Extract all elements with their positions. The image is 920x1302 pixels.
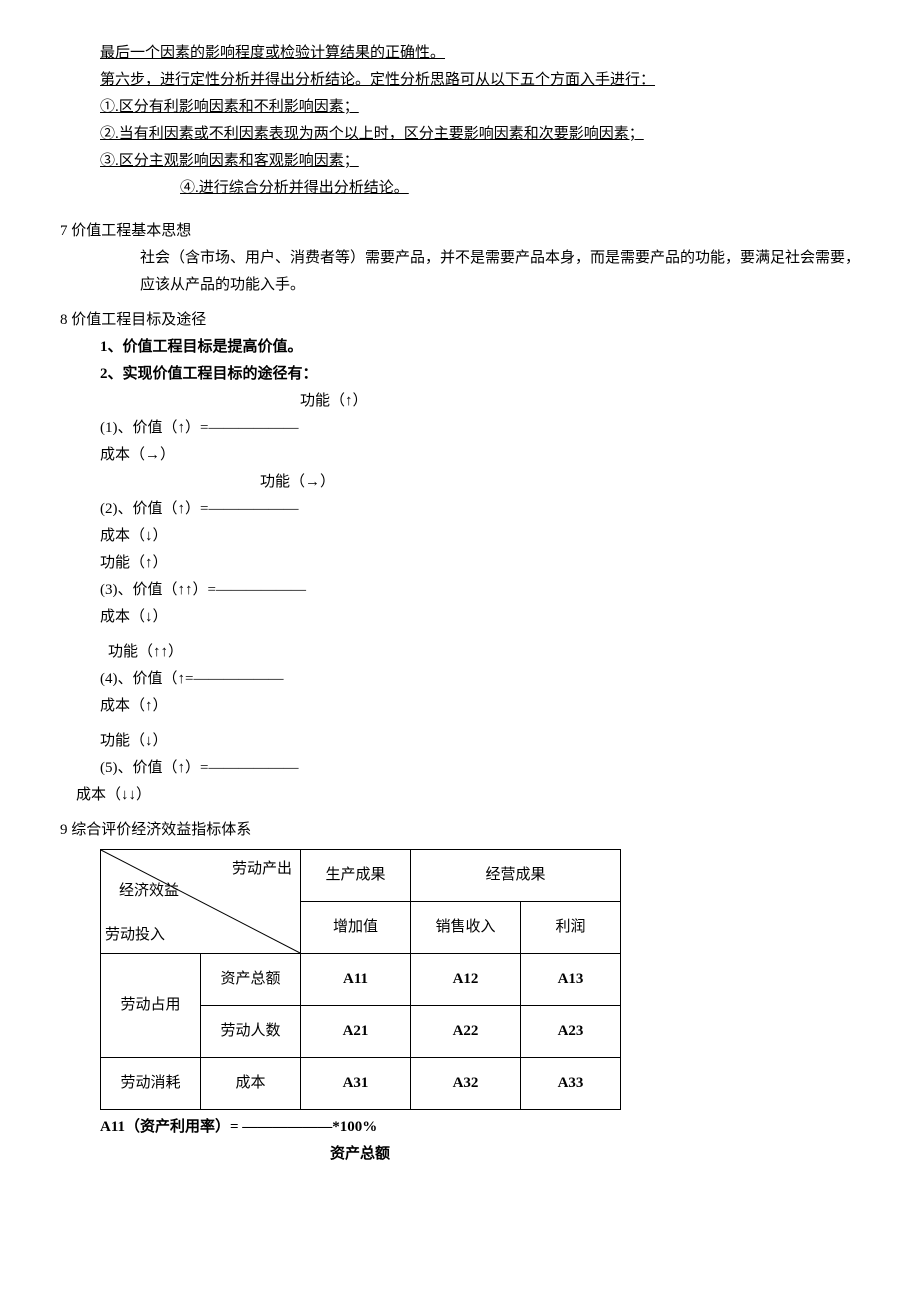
intro-line: ③.区分主观影响因素和客观影响因素；: [60, 148, 860, 175]
row-label: 劳动占用: [101, 954, 201, 1058]
section-7-body: 社会（含市场、用户、消费者等）需要产品，并不是需要产品本身，而是需要产品的功能，…: [60, 245, 860, 299]
sub-header: 增加值: [301, 902, 411, 954]
table-cell: A31: [301, 1058, 411, 1110]
table-cell: A23: [521, 1006, 621, 1058]
eq4-value: (4)、价值（↑=——————: [60, 666, 860, 693]
col-header: 生产成果: [301, 850, 411, 902]
intro-line: ②.当有利因素或不利因素表现为两个以上时，区分主要影响因素和次要影响因素；: [60, 121, 860, 148]
eq2-cost: 成本（↓）: [60, 523, 860, 550]
table-cell: A21: [301, 1006, 411, 1058]
table-cell: A13: [521, 954, 621, 1006]
eq2-value: (2)、价值（↑）=——————: [60, 496, 860, 523]
diag-middle-label: 经济效益: [119, 878, 179, 905]
eq4-func: 功能（↑↑）: [60, 639, 860, 666]
eq3-cost: 成本（↓）: [60, 604, 860, 631]
eq2-func: 功能（→）: [60, 469, 860, 496]
indicator-table: 劳动产出 经济效益 劳动投入 生产成果 经营成果 增加值 销售收入 利润 劳动占…: [100, 849, 621, 1110]
formula-line: A11（资产利用率）= ——————*100%: [60, 1114, 860, 1141]
intro-line: ①.区分有利影响因素和不利影响因素；: [60, 94, 860, 121]
table-cell: A12: [411, 954, 521, 1006]
row-sublabel: 劳动人数: [201, 1006, 301, 1058]
diag-bottom-label: 劳动投入: [105, 922, 165, 949]
eq5-cost: 成本（↓↓）: [60, 782, 860, 809]
row-sublabel: 资产总额: [201, 954, 301, 1006]
row-sublabel: 成本: [201, 1058, 301, 1110]
section-8-heading: 8 价值工程目标及途径: [60, 307, 860, 334]
table-cell: A22: [411, 1006, 521, 1058]
eq4-cost: 成本（↑）: [60, 693, 860, 720]
row-label: 劳动消耗: [101, 1058, 201, 1110]
intro-line: 最后一个因素的影响程度或检验计算结果的正确性。: [60, 40, 860, 67]
intro-line: 第六步，进行定性分析并得出分析结论。定性分析思路可从以下五个方面入手进行：: [60, 67, 860, 94]
eq5-func: 功能（↓）: [60, 728, 860, 755]
intro-line: ④.进行综合分析并得出分析结论。: [60, 175, 860, 202]
formula-denom: 资产总额: [60, 1141, 860, 1168]
diag-top-label: 劳动产出: [232, 856, 292, 883]
table-cell: A33: [521, 1058, 621, 1110]
eq5-value: (5)、价值（↑）=——————: [60, 755, 860, 782]
section-7-heading: 7 价值工程基本思想: [60, 218, 860, 245]
section-9-heading: 9 综合评价经济效益指标体系: [60, 817, 860, 844]
eq3-func: 功能（↑）: [60, 550, 860, 577]
sub-header: 销售收入: [411, 902, 521, 954]
sub-header: 利润: [521, 902, 621, 954]
eq1-value: (1)、价值（↑）=——————: [60, 415, 860, 442]
section-8-point: 2、实现价值工程目标的途径有：: [60, 361, 860, 388]
table-cell: A32: [411, 1058, 521, 1110]
table-cell: A11: [301, 954, 411, 1006]
eq1-func: 功能（↑）: [60, 388, 860, 415]
eq3-value: (3)、价值（↑↑）=——————: [60, 577, 860, 604]
section-8-point: 1、价值工程目标是提高价值。: [60, 334, 860, 361]
col-header: 经营成果: [411, 850, 621, 902]
document-body: 最后一个因素的影响程度或检验计算结果的正确性。 第六步，进行定性分析并得出分析结…: [60, 40, 860, 1168]
eq1-cost: 成本（→）: [60, 442, 860, 469]
diagonal-header-cell: 劳动产出 经济效益 劳动投入: [101, 850, 301, 954]
